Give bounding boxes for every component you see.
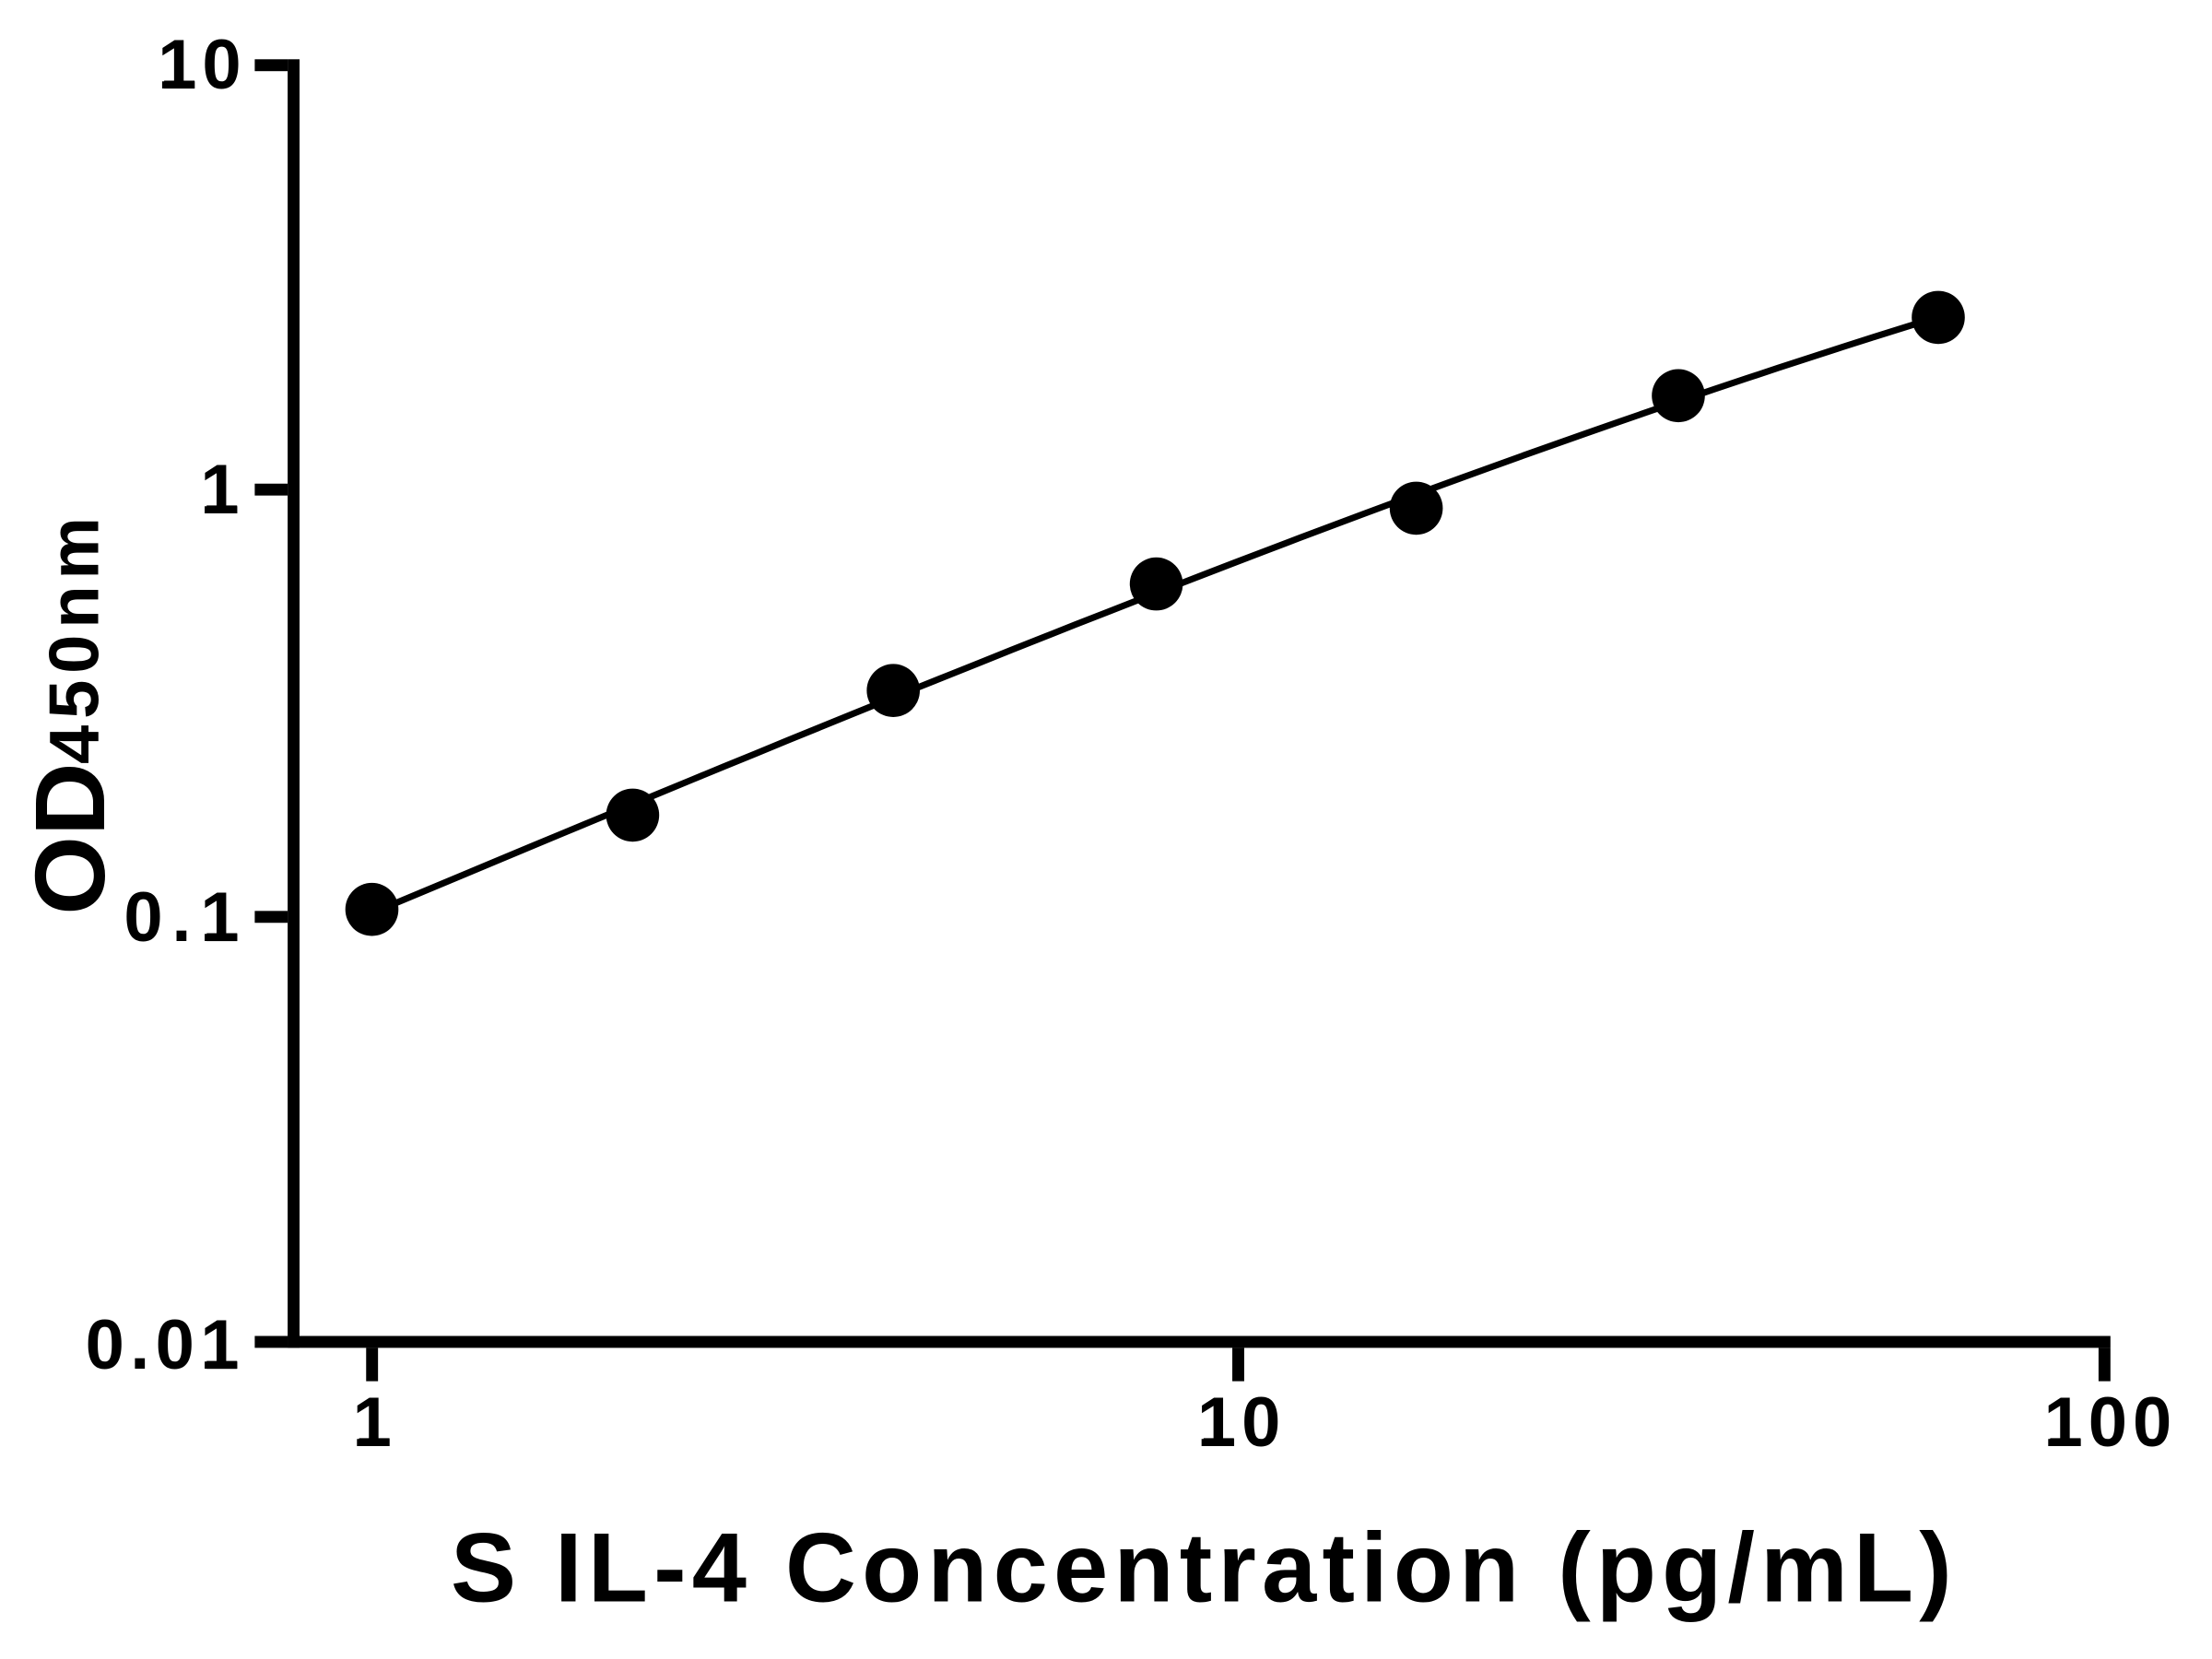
svg-text:1: 1 <box>200 451 239 529</box>
svg-text:10: 10 <box>158 26 247 104</box>
svg-text:100: 100 <box>2043 1383 2177 1462</box>
svg-text:1: 1 <box>353 1383 392 1462</box>
svg-text:0.1: 0.1 <box>124 878 248 957</box>
svg-text:450nm: 450nm <box>36 511 114 764</box>
svg-text:0.01: 0.01 <box>86 1306 245 1384</box>
svg-text:S IL-4 Concentration (pg/mL): S IL-4 Concentration (pg/mL) <box>451 1512 1958 1622</box>
svg-text:OD: OD <box>15 762 126 914</box>
svg-text:10: 10 <box>1197 1383 1287 1462</box>
